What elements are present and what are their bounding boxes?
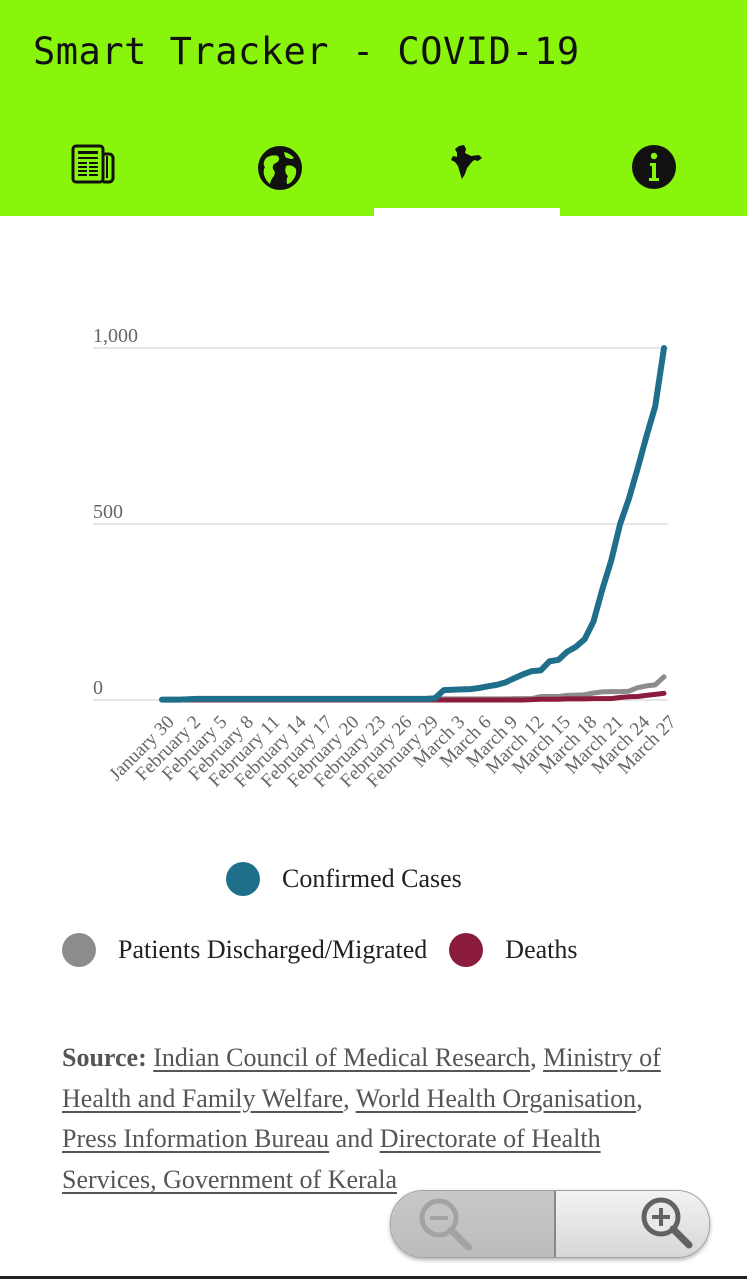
source-link-who[interactable]: World Health Organisation (355, 1083, 637, 1113)
chart-area: 0 500 1,000 January 30 February 2 February 5… (0, 216, 747, 836)
legend-label-confirmed: Confirmed Cases (282, 864, 462, 893)
tab-info[interactable] (560, 130, 747, 216)
india-map-icon (450, 144, 484, 180)
legend-item-discharged[interactable]: Patients Discharged/Migrated (62, 933, 427, 967)
legend-row-1: Confirmed Cases (226, 862, 484, 896)
source-link-mohfw[interactable]: Ministry of Health and Family Welfare (62, 1043, 661, 1113)
tab-bar (0, 130, 747, 216)
separator: , (530, 1043, 544, 1072)
legend-label-discharged: Patients Discharged/Migrated (118, 935, 428, 964)
source-text: Source: Indian Council of Medical Resear… (62, 1038, 672, 1200)
zoom-in-button[interactable] (556, 1191, 709, 1257)
legend-label-deaths: Deaths (505, 935, 578, 964)
separator: , (636, 1083, 643, 1113)
source-link-icmr[interactable]: Indian Council of Medical Research (153, 1043, 531, 1072)
zoom-in-icon (639, 1195, 695, 1254)
zoom-controls (390, 1190, 710, 1258)
bottom-edge (0, 1276, 747, 1279)
series-line-confirmed-cases (159, 345, 667, 703)
zoom-out-button[interactable] (391, 1191, 556, 1257)
tab-india[interactable] (373, 130, 561, 216)
legend-dot-discharged (62, 933, 96, 967)
y-tick-label: 1,000 (93, 325, 138, 347)
globe-icon (256, 144, 304, 192)
zoom-out-icon (415, 1194, 475, 1255)
y-tick-label: 0 (93, 677, 103, 699)
separator: and (329, 1124, 380, 1153)
y-tick-label: 500 (93, 501, 123, 523)
app-title: Smart Tracker - COVID-19 (33, 30, 580, 73)
info-icon (631, 144, 677, 190)
app-bar: Smart Tracker - COVID-19 (0, 0, 747, 216)
legend-dot-deaths (449, 933, 484, 967)
legend-item-confirmed[interactable]: Confirmed Cases (226, 862, 462, 896)
tab-news[interactable] (0, 130, 187, 216)
source-link-pib[interactable]: Press Information Bureau (62, 1124, 330, 1153)
legend-dot-confirmed (226, 862, 260, 896)
legend-row-2: Patients Discharged/Migrated Deaths (62, 933, 600, 967)
legend-item-deaths[interactable]: Deaths (449, 933, 578, 967)
source-label: Source: (62, 1043, 147, 1072)
newspaper-icon (71, 144, 115, 184)
tab-world[interactable] (187, 130, 374, 216)
source-link-dhs-kerala[interactable]: Directorate of Health Services, Governme… (62, 1124, 601, 1194)
separator: , (343, 1083, 356, 1113)
selected-tab-indicator (373, 208, 561, 216)
